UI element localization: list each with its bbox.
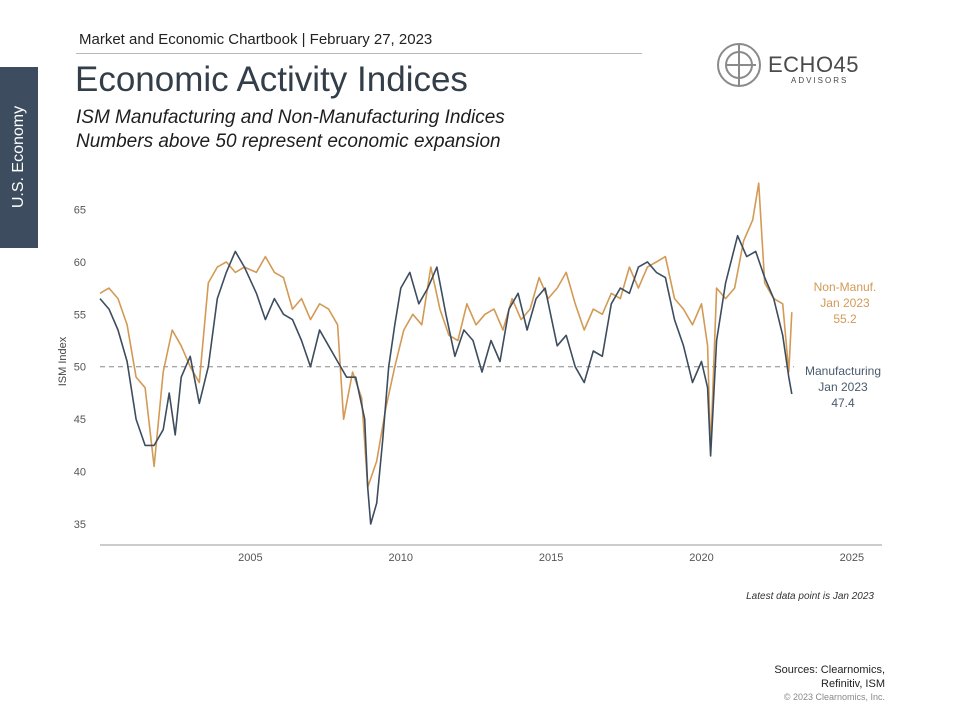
sources-line-1: Sources: Clearnomics, [774,664,885,676]
manuf-annotation: Manufacturing Jan 2023 47.4 [797,363,889,411]
x-tick-label: 2025 [840,552,864,564]
latest-data-note: Latest data point is Jan 2023 [746,591,874,602]
logo-subtitle: ADVISORS [791,76,849,85]
x-tick-label: 2020 [689,552,713,564]
non-manuf-annotation-date: Jan 2023 [820,296,870,310]
section-tab: U.S. Economy [0,67,38,248]
copyright: © 2023 Clearnomics, Inc. [783,692,885,702]
non-manuf-annotation-value: 55.2 [833,312,857,326]
y-tick-label: 55 [74,309,86,321]
y-tick-label: 65 [74,204,86,216]
y-tick-label: 50 [74,362,86,374]
non-manuf-annotation-name: Non-Manuf. [813,280,877,294]
y-tick-label: 40 [74,467,86,479]
page-title: Economic Activity Indices [75,60,468,99]
manuf-annotation-name: Manufacturing [804,364,882,378]
x-tick-label: 2005 [238,552,262,564]
non-manufacturing-series-line [99,182,793,489]
x-tick-label: 2010 [389,552,413,564]
header-divider [76,53,642,54]
y-tick-label: 45 [74,414,86,426]
y-axis-label: ISM Index [57,336,69,386]
x-tick-label: 2015 [539,552,563,564]
sources-line-2: Refinitiv, ISM [821,678,885,690]
chartbook-header: Market and Economic Chartbook | February… [79,31,433,48]
echo-logo-icon [717,43,761,87]
manuf-annotation-value: 47.4 [831,396,855,410]
sources: Sources: Clearnomics, Refinitiv, ISM [774,663,885,691]
y-tick-label: 60 [74,257,86,269]
subtitle-line-1: ISM Manufacturing and Non-Manufacturing … [76,107,505,128]
y-tick-label: 35 [74,519,86,531]
page-subtitle: ISM Manufacturing and Non-Manufacturing … [76,106,505,154]
company-logo: ECHO45 ADVISORS [716,42,876,88]
manuf-annotation-date: Jan 2023 [818,380,868,394]
logo-wordmark: ECHO45 [768,52,860,77]
non-manuf-annotation: Non-Manuf. Jan 2023 55.2 [800,279,890,327]
manufacturing-series-line [99,234,793,525]
subtitle-line-2: Numbers above 50 represent economic expa… [76,131,501,152]
